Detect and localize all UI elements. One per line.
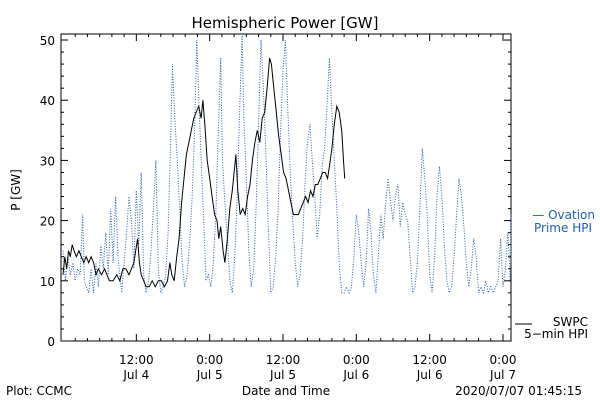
x-tick-time-label: 0:00 — [343, 353, 370, 367]
legend: — Ovation Prime HPI SWPC 5−min HPI — [515, 208, 595, 341]
x-tick-date-label: Jul 4 — [122, 368, 149, 382]
legend-swpc-line2: 5−min HPI — [524, 327, 588, 341]
series-line-ovation-prime-hpi — [62, 33, 512, 295]
plot-frame — [60, 33, 512, 342]
y-tick-label: 20 — [40, 215, 55, 229]
x-tick-time-label: 0:00 — [196, 353, 223, 367]
legend-ovation-line2: Prime HPI — [534, 221, 592, 235]
footer-credit: Plot: CCMC — [6, 384, 72, 398]
x-tick-date-label: Jul 7 — [489, 368, 516, 382]
y-tick-label: 10 — [40, 275, 55, 289]
x-tick-time-label: 0:00 — [490, 353, 517, 367]
x-axis-label: Date and Time — [242, 384, 330, 398]
x-tick-time-label: 12:00 — [119, 353, 154, 367]
x-tick-time-label: 12:00 — [412, 353, 447, 367]
plot-area — [60, 33, 512, 342]
series-line-swpc-5-min-hpi — [62, 57, 346, 288]
footer-timestamp: 2020/07/07 01:45:15 — [455, 384, 582, 398]
y-tick-label: 50 — [40, 34, 55, 48]
chart-title: Hemispheric Power [GW] — [192, 14, 379, 32]
x-tick-date-label: Jul 6 — [342, 368, 369, 382]
legend-swpc-line1: SWPC — [553, 315, 588, 329]
y-tick-label: 0 — [47, 335, 55, 349]
x-tick-date-label: Jul 6 — [416, 368, 443, 382]
x-tick-date-label: Jul 5 — [196, 368, 223, 382]
y-axis-label: P [GW] — [9, 169, 23, 211]
legend-ovation-line1: — Ovation — [532, 208, 595, 222]
legend-swpc: SWPC 5−min HPI — [515, 315, 588, 341]
legend-ovation: — Ovation Prime HPI — [532, 208, 595, 235]
y-tick-label: 30 — [40, 154, 55, 168]
y-axis: 0 10 20 30 40 50 — [40, 34, 511, 349]
y-tick-label: 40 — [40, 94, 55, 108]
x-tick-time-label: 12:00 — [266, 353, 301, 367]
x-tick-date-label: Jul 5 — [269, 368, 296, 382]
